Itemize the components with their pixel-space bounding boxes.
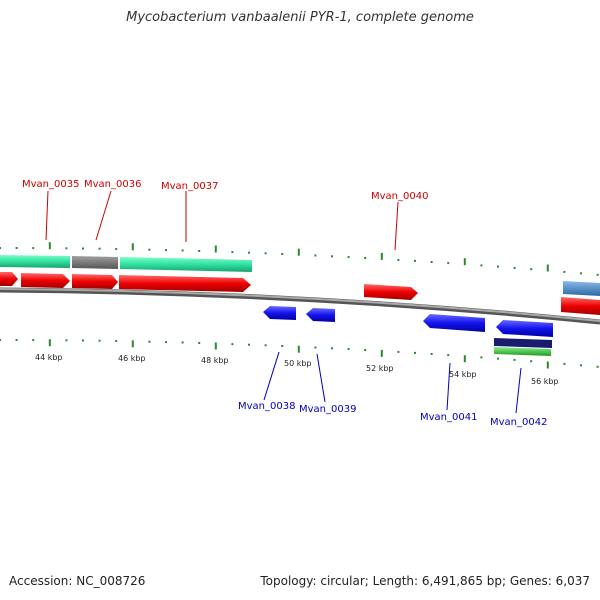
scale-label-46kbp: 46 kbp [118,354,146,363]
leader-0039 [316,353,326,403]
gene-label-0038[interactable]: Mvan_0038 [238,401,295,412]
leader-0040 [394,201,399,251]
gene-reverse-0039 [306,308,335,322]
cog-bar-lime [494,347,551,356]
leader-0036 [95,190,112,241]
reverse-genes [263,306,553,337]
cog-bar-gray [72,256,118,269]
leader-0035 [45,190,49,241]
cog-track [0,255,600,356]
gene-label-0042[interactable]: Mvan_0042 [490,417,547,428]
scale-label-52kbp: 52 kbp [366,364,394,373]
scale-label-56kbp: 56 kbp [531,377,559,386]
gene-label-0040[interactable]: Mvan_0040 [371,191,428,202]
cog-bar-steelblue [563,281,600,296]
label-leaders [45,190,522,414]
leader-0038 [263,351,280,401]
scale-label-54kbp: 54 kbp [449,370,477,379]
gene-label-0036[interactable]: Mvan_0036 [84,179,141,190]
cog-bar-green-right [120,257,252,272]
leader-0041 [446,362,451,411]
gene-forward-0036 [72,274,118,289]
gene-label-0039[interactable]: Mvan_0039 [299,404,356,415]
gene-reverse-0041 [423,314,485,332]
scale-label-50kbp: 50 kbp [284,359,312,368]
gene-forward-0035 [21,273,70,288]
genome-summary-text: Topology: circular; Length: 6,491,865 bp… [260,574,590,588]
gene-reverse-0038 [263,306,296,320]
gene-label-0041[interactable]: Mvan_0041 [420,412,477,423]
gene-label-0037[interactable]: Mvan_0037 [161,181,218,192]
genome-title: Mycobacterium vanbaalenii PYR-1, complet… [126,10,474,25]
cog-bar-green-left [0,255,70,268]
genome-backbone [0,287,600,325]
bottom-tick-marks [0,339,599,369]
accession-text: Accession: NC_008726 [9,574,146,588]
cog-bar-navy [494,338,552,348]
gene-forward-0043 [561,297,600,315]
gene-forward-0040 [364,284,418,300]
scale-label-48kbp: 48 kbp [201,356,229,365]
gene-forward-0034 [0,272,18,286]
forward-genes [0,272,600,315]
gene-forward-0037 [119,275,251,292]
gene-reverse-0042 [496,320,553,337]
gene-label-0035[interactable]: Mvan_0035 [22,179,79,190]
leader-0042 [515,367,522,414]
top-tick-marks [0,242,599,276]
scale-label-44kbp: 44 kbp [35,353,63,362]
